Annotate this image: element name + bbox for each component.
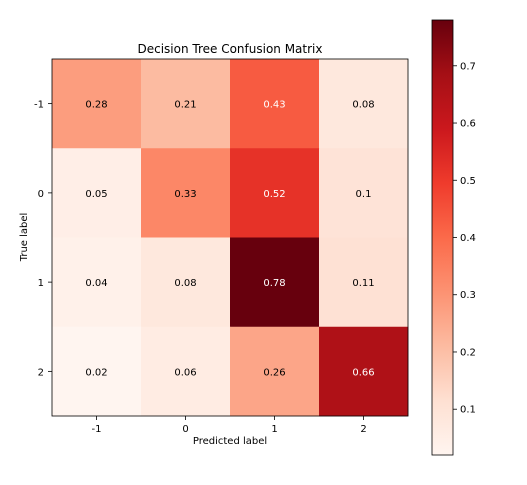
x-axis-label: Predicted label (193, 436, 267, 447)
heatmap-cell (52, 237, 142, 328)
heatmap-cell (230, 59, 320, 149)
cell-value-label: 0.05 (85, 189, 107, 200)
x-axis-ticks: -1 0 1 2 (92, 416, 367, 435)
cell-value-label: 0.02 (85, 367, 107, 378)
cell-value-label: 0.28 (85, 100, 107, 111)
cell-value-label: 0.78 (263, 278, 285, 289)
heatmap-cell (141, 326, 231, 417)
heatmap-cell (141, 59, 231, 149)
cell-value-label: 0.1 (356, 189, 372, 200)
y-tick-label: 2 (38, 367, 44, 378)
colorbar-ticks: 0.1 0.2 0.3 0.4 0.5 0.6 0.7 (453, 61, 476, 416)
cell-value-label: 0.08 (352, 100, 374, 111)
colorbar-tick-label: 0.7 (460, 61, 476, 72)
heatmap-cell (52, 59, 142, 149)
cell-value-label: 0.33 (174, 189, 196, 200)
cell-value-label: 0.52 (263, 189, 285, 200)
heatmap-cell (319, 237, 409, 328)
cell-value-label: 0.26 (263, 367, 285, 378)
x-tick-label: -1 (92, 424, 102, 435)
cell-value-label: 0.11 (352, 278, 374, 289)
heatmap-cell (230, 237, 320, 328)
cell-value-label: 0.08 (174, 278, 196, 289)
y-tick-label: -1 (34, 100, 44, 111)
cell-value-label: 0.66 (352, 367, 374, 378)
chart-title: Decision Tree Confusion Matrix (137, 42, 322, 56)
x-tick-label: 1 (271, 424, 277, 435)
colorbar-tick-label: 0.1 (460, 405, 476, 416)
colorbar-tick-label: 0.2 (460, 347, 476, 358)
heatmap-cell (230, 326, 320, 417)
colorbar-tick-label: 0.6 (460, 119, 476, 130)
heatmap-value-labels: 0.28 0.21 0.43 0.08 0.05 0.33 0.52 0.1 0.04 0.08 0… (85, 100, 374, 379)
y-tick-label: 0 (38, 189, 44, 200)
heatmap-cell (141, 148, 231, 238)
x-tick-label: 2 (360, 424, 366, 435)
heatmap-cell (52, 148, 142, 238)
colorbar-tick-label: 0.5 (460, 176, 476, 187)
heatmap-cell (319, 148, 409, 238)
y-axis-label: True label (19, 213, 30, 263)
heatmap-cell (52, 326, 142, 417)
cell-value-label: 0.21 (174, 100, 196, 111)
cell-value-label: 0.43 (263, 100, 285, 111)
colorbar-tick-label: 0.3 (460, 290, 476, 301)
heatmap-cells (52, 59, 409, 417)
heatmap-cell (319, 326, 409, 417)
cell-value-label: 0.06 (174, 367, 196, 378)
heatmap-cell (230, 148, 320, 238)
y-tick-label: 1 (38, 278, 44, 289)
heatmap-cell (319, 59, 409, 149)
heatmap-cell (141, 237, 231, 328)
y-axis-ticks: -1 0 1 2 (34, 100, 52, 378)
colorbar-tick-label: 0.4 (460, 233, 476, 244)
cell-value-label: 0.04 (85, 278, 107, 289)
x-tick-label: 0 (182, 424, 188, 435)
plot-frame (51, 58, 409, 417)
colorbar (431, 19, 454, 456)
